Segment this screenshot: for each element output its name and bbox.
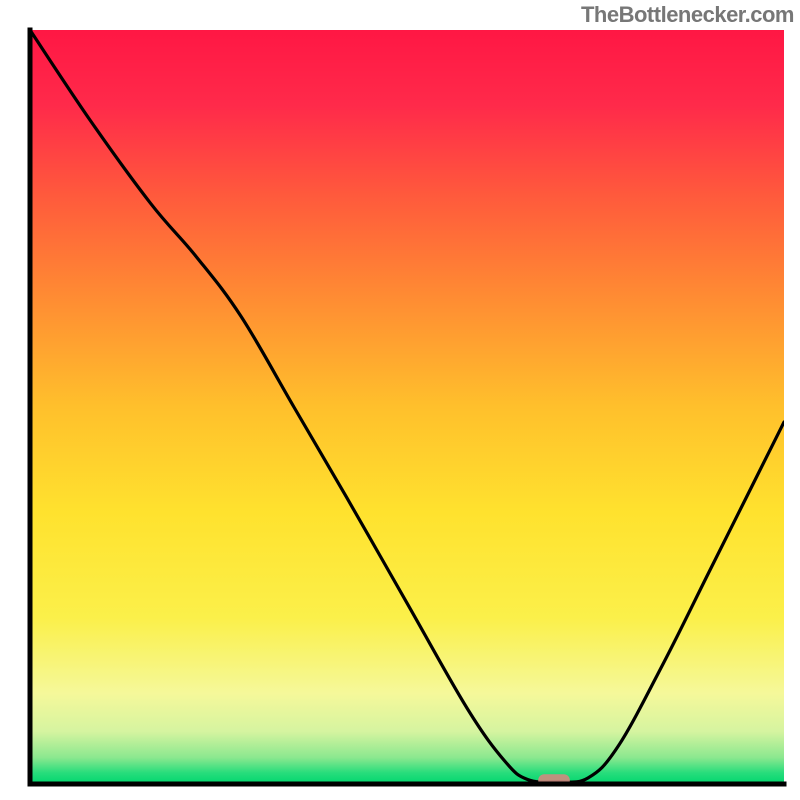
watermark-text[interactable]: TheBottlenecker.com [581,2,794,28]
plot-area [30,30,784,786]
chart-container: TheBottlenecker.com [0,0,800,800]
gradient-background [30,30,784,784]
bottleneck-chart [0,0,800,800]
